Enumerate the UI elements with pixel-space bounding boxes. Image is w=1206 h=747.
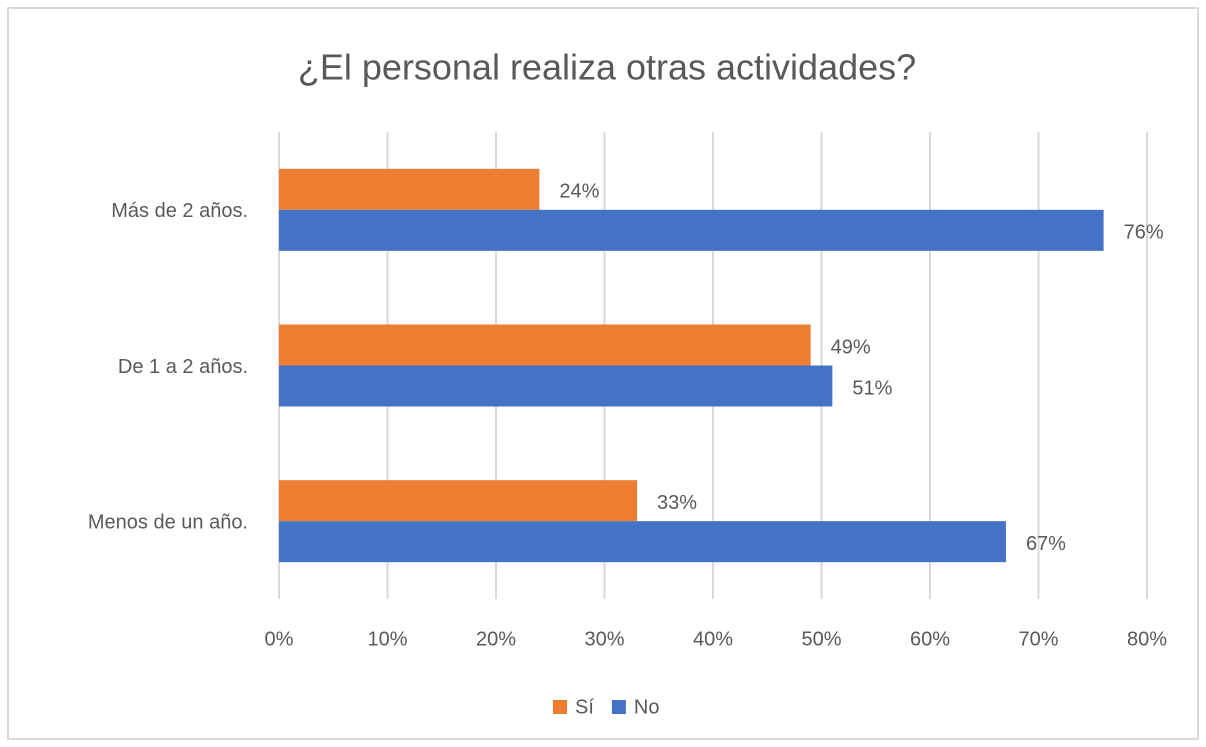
data-label: 76% xyxy=(1124,222,1164,244)
x-tick-label: 30% xyxy=(584,628,624,650)
bar xyxy=(279,168,540,210)
x-tick-label: 10% xyxy=(367,628,407,650)
chart-title: ¿El personal realiza otras actividades? xyxy=(298,47,916,88)
x-tick-label: 0% xyxy=(265,628,294,650)
bar xyxy=(279,365,833,407)
bar xyxy=(279,480,638,522)
data-label: 33% xyxy=(657,492,697,514)
x-tick-label: 20% xyxy=(476,628,516,650)
y-tick-label: Menos de un año. xyxy=(88,511,248,533)
legend-swatch xyxy=(611,700,626,714)
data-label: 49% xyxy=(831,336,871,358)
legend-label: No xyxy=(634,696,660,718)
data-label: 24% xyxy=(559,181,599,203)
bar xyxy=(279,209,1104,251)
bar xyxy=(279,324,811,366)
x-tick-label: 80% xyxy=(1127,628,1167,650)
x-tick-label: 60% xyxy=(910,628,950,650)
legend-swatch xyxy=(553,700,567,714)
data-label: 51% xyxy=(852,377,892,399)
x-tick-label: 40% xyxy=(693,628,733,650)
x-tick-label: 50% xyxy=(801,628,841,650)
bar xyxy=(279,521,1006,563)
y-tick-label: De 1 a 2 años. xyxy=(118,356,248,378)
data-label: 67% xyxy=(1026,533,1066,555)
x-tick-label: 70% xyxy=(1018,628,1058,650)
y-tick-label: Más de 2 años. xyxy=(111,200,248,222)
legend-label: Sí xyxy=(575,696,594,718)
